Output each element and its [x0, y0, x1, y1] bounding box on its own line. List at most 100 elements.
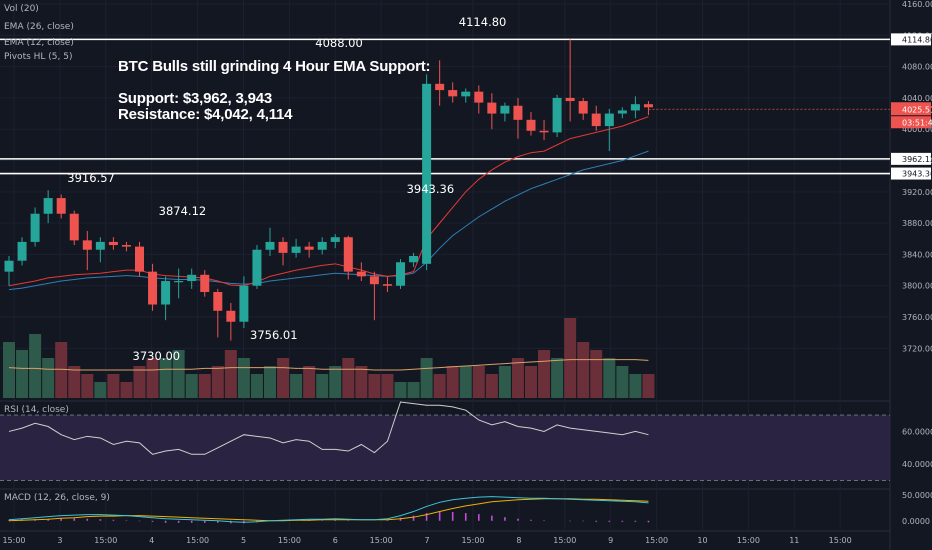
- volume-bar: [120, 382, 133, 398]
- y-tick-label: 4080.00: [902, 63, 932, 72]
- ema26-line: [8, 150, 649, 291]
- volume-bar: [511, 358, 524, 398]
- candle-body: [630, 104, 640, 111]
- price-label: 3943.36: [902, 170, 932, 179]
- volume-bar: [498, 366, 511, 398]
- candle-body: [17, 241, 27, 261]
- volume-bar: [407, 382, 420, 398]
- candle-body: [265, 241, 275, 250]
- volume-bar: [3, 342, 15, 398]
- x-tick-label: 15:00: [278, 536, 301, 545]
- candle-body: [56, 198, 66, 214]
- x-tick-label: 15:00: [461, 536, 484, 545]
- rsi-tick-label: 40.0000: [902, 460, 932, 469]
- candle-body: [591, 113, 601, 127]
- candle-body: [474, 91, 484, 103]
- candle-body: [187, 274, 197, 282]
- macd-line: [8, 496, 649, 523]
- volume-bar: [316, 374, 329, 398]
- volume-bar: [355, 366, 368, 398]
- rsi-tick-label: 60.0000: [902, 427, 932, 436]
- price-label-box: [891, 33, 931, 46]
- candle-body: [448, 90, 458, 97]
- x-tick-label: 11: [789, 536, 799, 545]
- candle-body: [422, 83, 432, 264]
- indicator-label-vol: Vol (20): [4, 4, 39, 14]
- volume-bar: [29, 334, 42, 398]
- candle-body: [278, 241, 288, 253]
- volume-bar: [211, 366, 224, 398]
- x-tick-label: 7: [425, 536, 430, 545]
- pivot-callout: 4088.00: [315, 36, 363, 51]
- pivot-callout: 3916.57: [67, 170, 115, 185]
- candle-body: [409, 256, 419, 263]
- pivot-callout: 3874.12: [158, 203, 207, 218]
- macd-signal-line: [8, 498, 649, 522]
- candle-body: [174, 281, 184, 283]
- candle-body: [643, 104, 653, 108]
- volume-bar: [133, 366, 146, 398]
- countdown-box: [891, 116, 931, 129]
- rsi-band: [0, 415, 890, 481]
- annotation-resistance: Resistance: $4,042, 4,114: [118, 106, 293, 123]
- volume-bar: [420, 358, 433, 398]
- volume-bar: [224, 350, 237, 398]
- volume-bar: [277, 358, 290, 398]
- volume-bar: [485, 374, 498, 398]
- candle-body: [578, 101, 588, 114]
- volume-bar: [368, 374, 381, 398]
- candle-body: [213, 292, 223, 311]
- volume-bar: [159, 358, 172, 398]
- x-tick-label: 8: [516, 536, 521, 545]
- volume-bar: [172, 350, 185, 398]
- x-tick-label: 15:00: [94, 536, 117, 545]
- volume-bar: [603, 358, 616, 398]
- volume-bar: [538, 350, 551, 398]
- pivot-callout: 3943.36: [406, 181, 455, 196]
- indicator-label-rsi: RSI (14, close): [4, 405, 69, 415]
- volume-bar: [290, 374, 303, 398]
- candle-body: [82, 240, 92, 250]
- candle-body: [396, 262, 405, 286]
- candle-body: [356, 271, 366, 277]
- volume-bar: [394, 382, 407, 398]
- volume-bar: [525, 366, 537, 398]
- x-tick-label: 5: [241, 536, 246, 545]
- pivot-callout: 4114.80: [458, 15, 507, 30]
- y-tick-label: 3840.00: [902, 250, 932, 259]
- y-tick-label: 3760.00: [902, 313, 932, 322]
- volume-bar: [16, 350, 29, 398]
- volume-bar: [198, 374, 211, 398]
- countdown-label: 03:51:40: [902, 118, 932, 127]
- volume-bar: [250, 374, 263, 398]
- x-tick-label: 6: [333, 536, 338, 545]
- x-tick-label: 15:00: [737, 536, 760, 545]
- candle-body: [539, 130, 549, 133]
- candle-body: [161, 281, 171, 305]
- candle-body: [239, 285, 249, 322]
- candle-body: [69, 213, 79, 241]
- volume-bar: [237, 358, 250, 398]
- volume-bar: [446, 366, 459, 398]
- volume-bar: [329, 366, 342, 398]
- candle-body: [343, 237, 353, 272]
- candle-body: [513, 105, 523, 120]
- indicator-label-ema12: EMA (12, close): [4, 38, 74, 48]
- candle-body: [552, 97, 562, 133]
- indicator-label-macd: MACD (12, 26, close, 9): [4, 493, 110, 503]
- volume-bar: [590, 350, 603, 398]
- candle-body: [435, 83, 445, 91]
- candle-body: [43, 198, 53, 214]
- volume-bar: [551, 358, 564, 398]
- candle-body: [330, 237, 340, 242]
- last-price-label: 4025.51: [902, 105, 932, 114]
- macd-tick-label: 0.0000: [902, 517, 930, 526]
- x-tick-label: 3: [57, 536, 62, 545]
- candle-body: [121, 245, 131, 247]
- candle-body: [461, 91, 471, 97]
- volume-bar: [616, 366, 629, 398]
- volume-bar: [42, 358, 55, 398]
- candle-body: [304, 246, 314, 250]
